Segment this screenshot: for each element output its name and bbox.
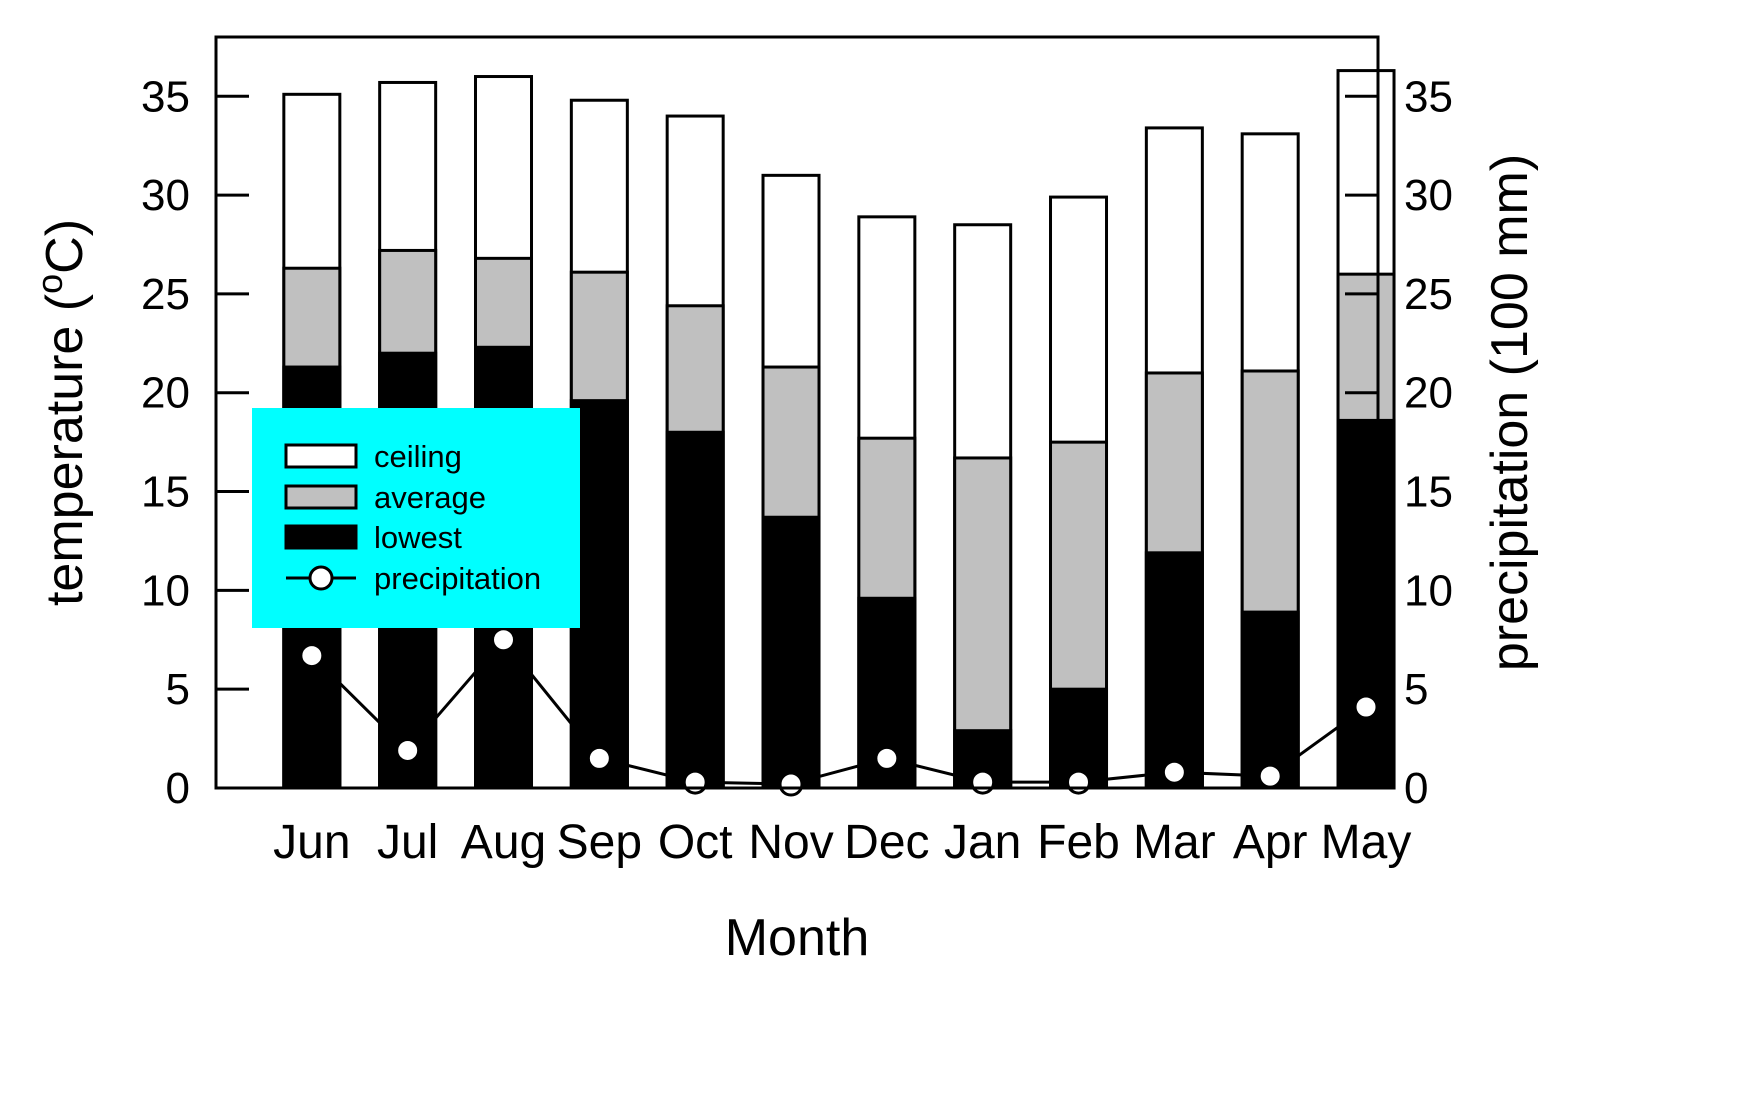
- x-tick-label-oct: Oct: [658, 816, 733, 869]
- left-tick-label-15: 15: [141, 468, 190, 517]
- right-tick-label-30: 30: [1404, 171, 1453, 220]
- precipitation-point-dec: [874, 745, 900, 771]
- x-axis-title: Month: [725, 909, 870, 967]
- precipitation-line: [310, 637, 1367, 786]
- x-tick-label-jul: Jul: [377, 816, 438, 869]
- right-tick-label-25: 25: [1404, 270, 1453, 319]
- bar-lowest-mar: [1144, 551, 1204, 790]
- precipitation-point-may: [1353, 694, 1379, 720]
- precipitation-point-nov: [778, 771, 804, 797]
- x-tick-label-nov: Nov: [748, 816, 833, 869]
- precipitation-point-jun: [299, 643, 325, 669]
- left-y-axis: 0 5 10 15 20 25 30 35: [141, 72, 249, 813]
- right-tick-label-20: 20: [1404, 369, 1453, 418]
- legend: ceiling average lowest precipitation: [252, 408, 580, 628]
- left-tick-label-0: 0: [166, 764, 190, 813]
- bar-lowest-oct: [665, 430, 725, 790]
- x-tick-label-may: May: [1321, 816, 1412, 869]
- x-tick-label-mar: Mar: [1133, 816, 1216, 869]
- right-tick-label-10: 10: [1404, 566, 1453, 615]
- right-tick-label-0: 0: [1404, 764, 1428, 813]
- left-tick-label-30: 30: [141, 171, 190, 220]
- precipitation-point-apr: [1257, 763, 1283, 789]
- right-tick-label-15: 15: [1404, 468, 1453, 517]
- precipitation-point-aug: [491, 627, 517, 653]
- legend-label-average: average: [374, 480, 486, 515]
- legend-label-precipitation: precipitation: [374, 561, 541, 596]
- legend-swatch-lowest: [284, 524, 358, 550]
- left-tick-label-5: 5: [166, 665, 190, 714]
- right-y-axis: 0 5 10 15 20 25 30 35: [1345, 72, 1453, 813]
- legend-label-ceiling: ceiling: [374, 439, 462, 474]
- bar-lowest-nov: [761, 515, 821, 790]
- x-tick-label-apr: Apr: [1233, 816, 1308, 869]
- x-tick-label-dec: Dec: [844, 816, 929, 869]
- y-axis-title-main: temperature (: [36, 293, 94, 606]
- legend-precipitation-marker: [308, 565, 334, 591]
- bar-lowest-may: [1336, 418, 1396, 790]
- y-axis-title-superscript: o: [29, 274, 70, 294]
- precipitation-point-sep: [586, 745, 612, 771]
- plot-frame: [214, 35, 1380, 790]
- precipitation-point-mar: [1161, 759, 1187, 785]
- legend-label-lowest: lowest: [374, 520, 462, 555]
- y2-axis-title: precipitation (100 mm): [1481, 154, 1539, 671]
- x-tick-label-jun: Jun: [273, 816, 350, 869]
- precipitation-line-layer: [299, 627, 1379, 797]
- precipitation-point-oct: [682, 769, 708, 795]
- right-tick-label-35: 35: [1404, 72, 1453, 121]
- precipitation-point-feb: [1066, 769, 1092, 795]
- left-tick-label-10: 10: [141, 566, 190, 615]
- x-tick-label-jan: Jan: [944, 816, 1021, 869]
- right-tick-label-5: 5: [1404, 665, 1428, 714]
- left-tick-label-35: 35: [141, 72, 190, 121]
- left-tick-label-25: 25: [141, 270, 190, 319]
- legend-swatch-ceiling: [284, 443, 358, 469]
- x-tick-label-aug: Aug: [461, 816, 546, 869]
- y-axis-title: temperature (oC): [29, 219, 95, 606]
- precipitation-point-jan: [970, 769, 996, 795]
- x-tick-label-sep: Sep: [557, 816, 642, 869]
- x-axis-labels: Jun Jul Aug Sep Oct Nov Dec Jan Feb Mar Apr May: [273, 816, 1411, 869]
- left-tick-label-20: 20: [141, 369, 190, 418]
- precipitation-point-jul: [395, 737, 421, 763]
- y-axis-title-suffix: C): [36, 219, 94, 274]
- legend-swatch-average: [284, 484, 358, 510]
- x-tick-label-feb: Feb: [1037, 816, 1120, 869]
